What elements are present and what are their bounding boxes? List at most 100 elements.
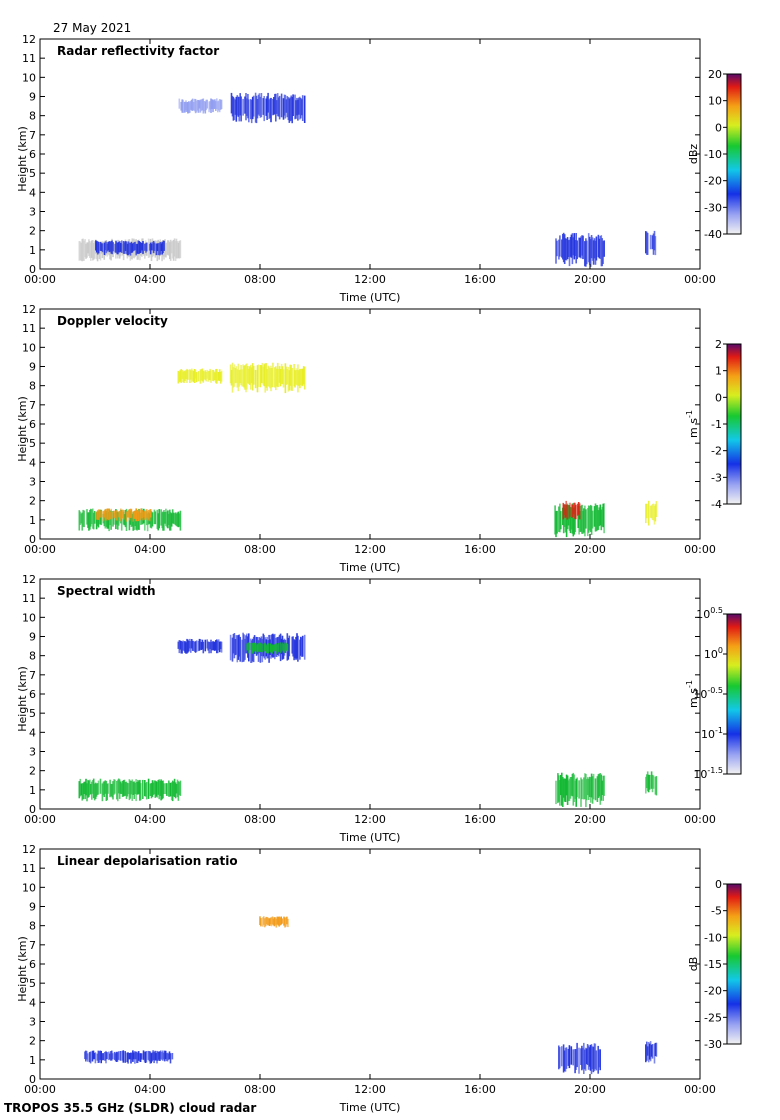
panel-0-high-cloud-main-profile [282, 98, 285, 120]
panel-3-low-cloud-evening-profile [588, 1047, 591, 1067]
panel-2-xtick-label: 00:00 [684, 813, 716, 826]
panel-0-high-cloud-west-profile [217, 101, 219, 113]
panel-1-high-cloud-main-profile [269, 368, 271, 389]
panel-1-high-cloud-main-profile [262, 366, 265, 386]
panel-2-low-cloud-evening-profile [569, 777, 572, 799]
panel-3-high-cloud-speckle-profile [285, 917, 287, 927]
panel-2-low-cloud-evening-profile [555, 780, 557, 805]
panel-1-low-cloud-evening-profile [596, 505, 599, 531]
panel-2-low-cloud-morning-profile [113, 779, 115, 795]
panel-0-low-cloud-morning-profile [93, 241, 96, 259]
panel-3-low-cloud-night-profile [649, 1041, 652, 1062]
panel-0-high-cloud-main-profile [301, 99, 303, 116]
panel-3-ytick-label: 12 [22, 843, 36, 856]
panel-2-ytick-label: 1 [29, 784, 36, 797]
panel-2-ytick-label: 3 [29, 746, 36, 759]
panel-0-low-cloud-evening-profile [595, 236, 598, 261]
panel-0-low-cloud-morning-core-profile [130, 241, 133, 253]
panel-2-low-cloud-evening-profile [600, 774, 603, 801]
panel-1-high-cloud-main-profile [230, 369, 233, 386]
panel-2-low-cloud-morning-profile [166, 783, 168, 796]
panel-1-high-cloud-west-profile [218, 369, 221, 381]
panel-0-low-cloud-evening-profile [575, 233, 577, 264]
panel-3-low-cloud-morning-profile [124, 1051, 126, 1063]
panel-1-low-cloud-morning-profile [163, 510, 165, 531]
panel-0-low-cloud-morning-core-profile [149, 242, 152, 255]
panel-2-high-cloud-main-profile [242, 632, 244, 662]
panel-0-xtick-label: 16:00 [464, 273, 496, 286]
panel-2-low-cloud-evening-profile [573, 774, 576, 802]
panel-0-high-cloud-west-profile [183, 101, 185, 113]
panel-1-low-cloud-morning-core-profile [102, 511, 105, 522]
panel-3-low-cloud-morning-profile [169, 1053, 172, 1064]
panel-0-high-cloud-main-profile [236, 95, 239, 116]
panel-0-low-cloud-morning-profile [144, 243, 146, 259]
panel-2-high-cloud-main-profile [245, 635, 247, 654]
panel-2-high-cloud-west-profile [202, 641, 205, 654]
panel-3-low-cloud-morning-profile [140, 1053, 143, 1060]
panel-0-ytick-label: 8 [29, 110, 36, 123]
panel-2-low-cloud-morning-profile [85, 778, 87, 796]
panel-0-high-cloud-main-profile [291, 96, 293, 124]
panel-1-low-cloud-morning-profile [78, 510, 81, 531]
panel-1-low-cloud-morning-core-profile [142, 510, 144, 521]
panel-1-low-cloud-morning-core-profile [148, 509, 151, 522]
panel-0-low-cloud-morning-core-profile [120, 243, 122, 252]
panel-2-low-cloud-morning-profile [97, 780, 100, 795]
panel-0-high-cloud-main-profile [276, 100, 278, 114]
panel-1-low-cloud-morning-core-profile [114, 511, 116, 519]
panel-1-high-cloud-main-profile [291, 367, 293, 391]
panel-2-high-cloud-main-core-profile [276, 643, 278, 654]
panel-0-low-cloud-morning-core-profile [139, 241, 141, 253]
panel-1-xtick-label: 00:00 [684, 543, 716, 556]
panel-3-low-cloud-evening-profile [595, 1050, 598, 1071]
panel-0-low-cloud-evening-profile [570, 234, 573, 258]
panel-2-colorbar-label: 10-1.5 [693, 766, 723, 781]
panel-3-high-cloud-speckle-profile [283, 916, 285, 926]
panel-0-high-cloud-main-profile [265, 98, 267, 116]
panel-1-high-cloud-main-profile [285, 366, 288, 385]
panel-1-high-cloud-west-profile [177, 370, 180, 384]
panel-0-low-cloud-morning-core-profile [106, 243, 109, 252]
panel-0-colorbar [726, 73, 742, 235]
panel-3-low-cloud-morning-profile [163, 1050, 166, 1062]
panel-0-high-cloud-west-profile [197, 100, 200, 113]
panel-1-high-cloud-main-profile [267, 365, 269, 386]
panel-1-xtick-label: 00:00 [24, 543, 56, 556]
panel-1-low-cloud-morning-profile [106, 513, 108, 529]
panel-3-low-cloud-morning-profile [154, 1050, 156, 1061]
panel-3-low-cloud-morning-profile [162, 1050, 164, 1061]
panel-3-low-cloud-morning-profile [149, 1051, 152, 1064]
panel-2-high-cloud-west-profile [210, 639, 212, 654]
panel-2-low-cloud-morning-profile [169, 782, 171, 797]
panel-1-low-cloud-morning-profile [131, 513, 133, 527]
panel-1-low-cloud-morning-core-profile [105, 508, 108, 521]
panel-2-low-cloud-evening-profile [570, 777, 573, 796]
panel-0-low-cloud-morning-profile [92, 240, 94, 261]
panel-0-low-cloud-morning-core-profile [152, 240, 155, 254]
panel-2-high-cloud-main-profile [234, 639, 237, 656]
panel-0-high-cloud-west-profile [185, 100, 187, 111]
panel-1-xtick-label: 12:00 [354, 543, 386, 556]
panel-0-colorbar-label: -20 [704, 175, 722, 188]
panel-3-ytick-label: 4 [29, 996, 36, 1009]
panel-1-colorbar-unit: m s-1 [685, 410, 700, 438]
panel-1-colorbar-label: -1 [711, 418, 722, 431]
panel-3-low-cloud-morning-profile [97, 1050, 100, 1063]
panel-2-low-cloud-morning-profile [95, 783, 98, 797]
panel-2-low-cloud-morning-profile [101, 783, 104, 802]
panel-2-low-cloud-morning-profile [93, 783, 96, 801]
panel-2-high-cloud-main-profile [237, 635, 240, 660]
panel-0-low-cloud-morning-core-profile [128, 242, 131, 254]
panel-1-high-cloud-west-profile [189, 369, 191, 383]
panel-2-high-cloud-main-core-profile [275, 643, 277, 651]
panel-2-low-cloud-morning-profile [127, 783, 130, 795]
panel-2-high-cloud-west-profile [191, 639, 193, 649]
panel-1-low-cloud-night-profile [653, 505, 656, 525]
panel-1-high-cloud-main-profile [265, 363, 267, 388]
panel-2-high-cloud-west-profile [195, 640, 198, 652]
panel-2-colorbar-unit: m s-1 [685, 680, 700, 708]
panel-2-low-cloud-morning-profile [94, 782, 97, 799]
panel-0-low-cloud-morning-core-profile [161, 242, 163, 255]
panel-1-low-cloud-morning-core-profile [145, 509, 147, 520]
